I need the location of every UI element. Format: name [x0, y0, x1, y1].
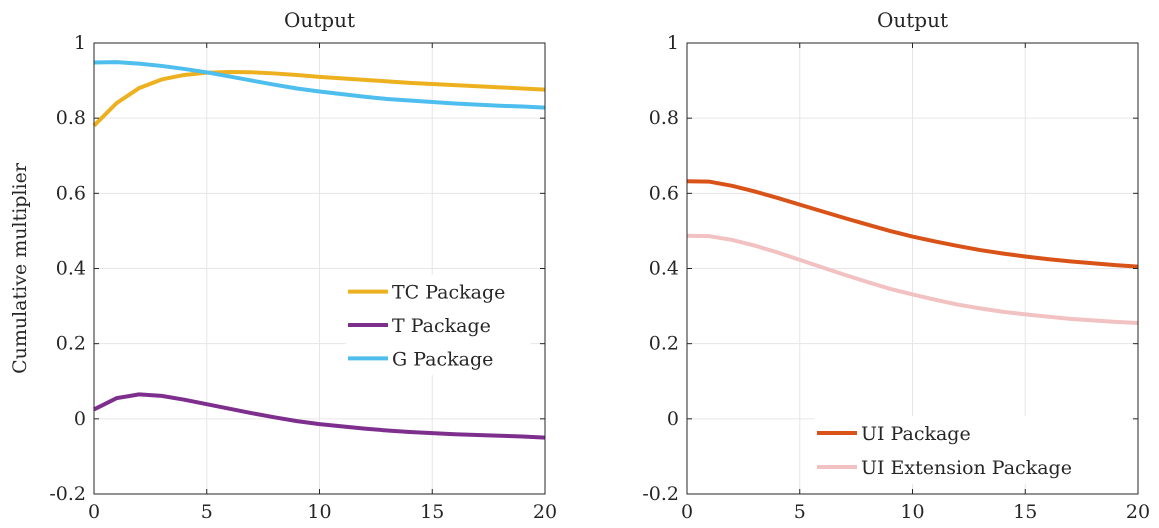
y-tick-label: 0.2: [56, 333, 86, 355]
x-tick-label: 10: [900, 501, 924, 523]
y-tick-label: 0.6: [649, 182, 679, 204]
chart-title: Output: [877, 8, 948, 32]
x-tick-label: 15: [1013, 501, 1037, 523]
y-tick-label: 1: [74, 32, 86, 54]
y-tick-label: 0.4: [56, 258, 86, 280]
chart-1: 0 5 10 15 20-0.200.20.40.60.81OutputCumulati…: [9, 8, 557, 523]
x-tick-label: 0: [88, 501, 100, 523]
x-tick-label: 20: [533, 501, 557, 523]
y-tick-label: 0.6: [56, 182, 86, 204]
x-tick-label: 5: [794, 501, 806, 523]
series-line-1: [92, 69, 546, 128]
x-tick-label: 0: [681, 501, 693, 523]
x-tick-label: 10: [307, 501, 331, 523]
x-tick-label: 5: [201, 501, 213, 523]
y-tick-label: 0.8: [56, 107, 86, 129]
x-tick-label: 15: [420, 501, 444, 523]
y-tick-label: 1: [667, 32, 679, 54]
legend-label: G Package: [392, 348, 493, 370]
chart-title: Output: [284, 8, 355, 32]
series-line-2: [686, 233, 1139, 325]
x-tick-label: 20: [1126, 501, 1150, 523]
legend: TC Package T Package G Package: [346, 275, 531, 375]
legend-label: UI Package: [861, 423, 971, 445]
y-axis-label: Cumulative multiplier: [9, 162, 31, 374]
series-line-2: [93, 392, 546, 440]
y-tick-label: 0: [667, 408, 679, 430]
legend-label: UI Extension Package: [861, 457, 1072, 479]
series-line-1: [686, 179, 1139, 269]
y-tick-label: 0.4: [649, 258, 679, 280]
legend: UI Package UI Extension Package: [815, 416, 1130, 484]
y-tick-label: 0.8: [649, 107, 679, 129]
legend-box: [815, 416, 1130, 484]
y-tick-label: -0.2: [642, 483, 679, 505]
y-tick-label: 0.2: [649, 333, 679, 355]
series-line-3: [93, 60, 546, 110]
y-tick-label: 0: [74, 408, 86, 430]
legend-label: TC Package: [392, 282, 505, 304]
y-tick-label: -0.2: [49, 483, 86, 505]
legend-label: T Package: [392, 315, 491, 337]
